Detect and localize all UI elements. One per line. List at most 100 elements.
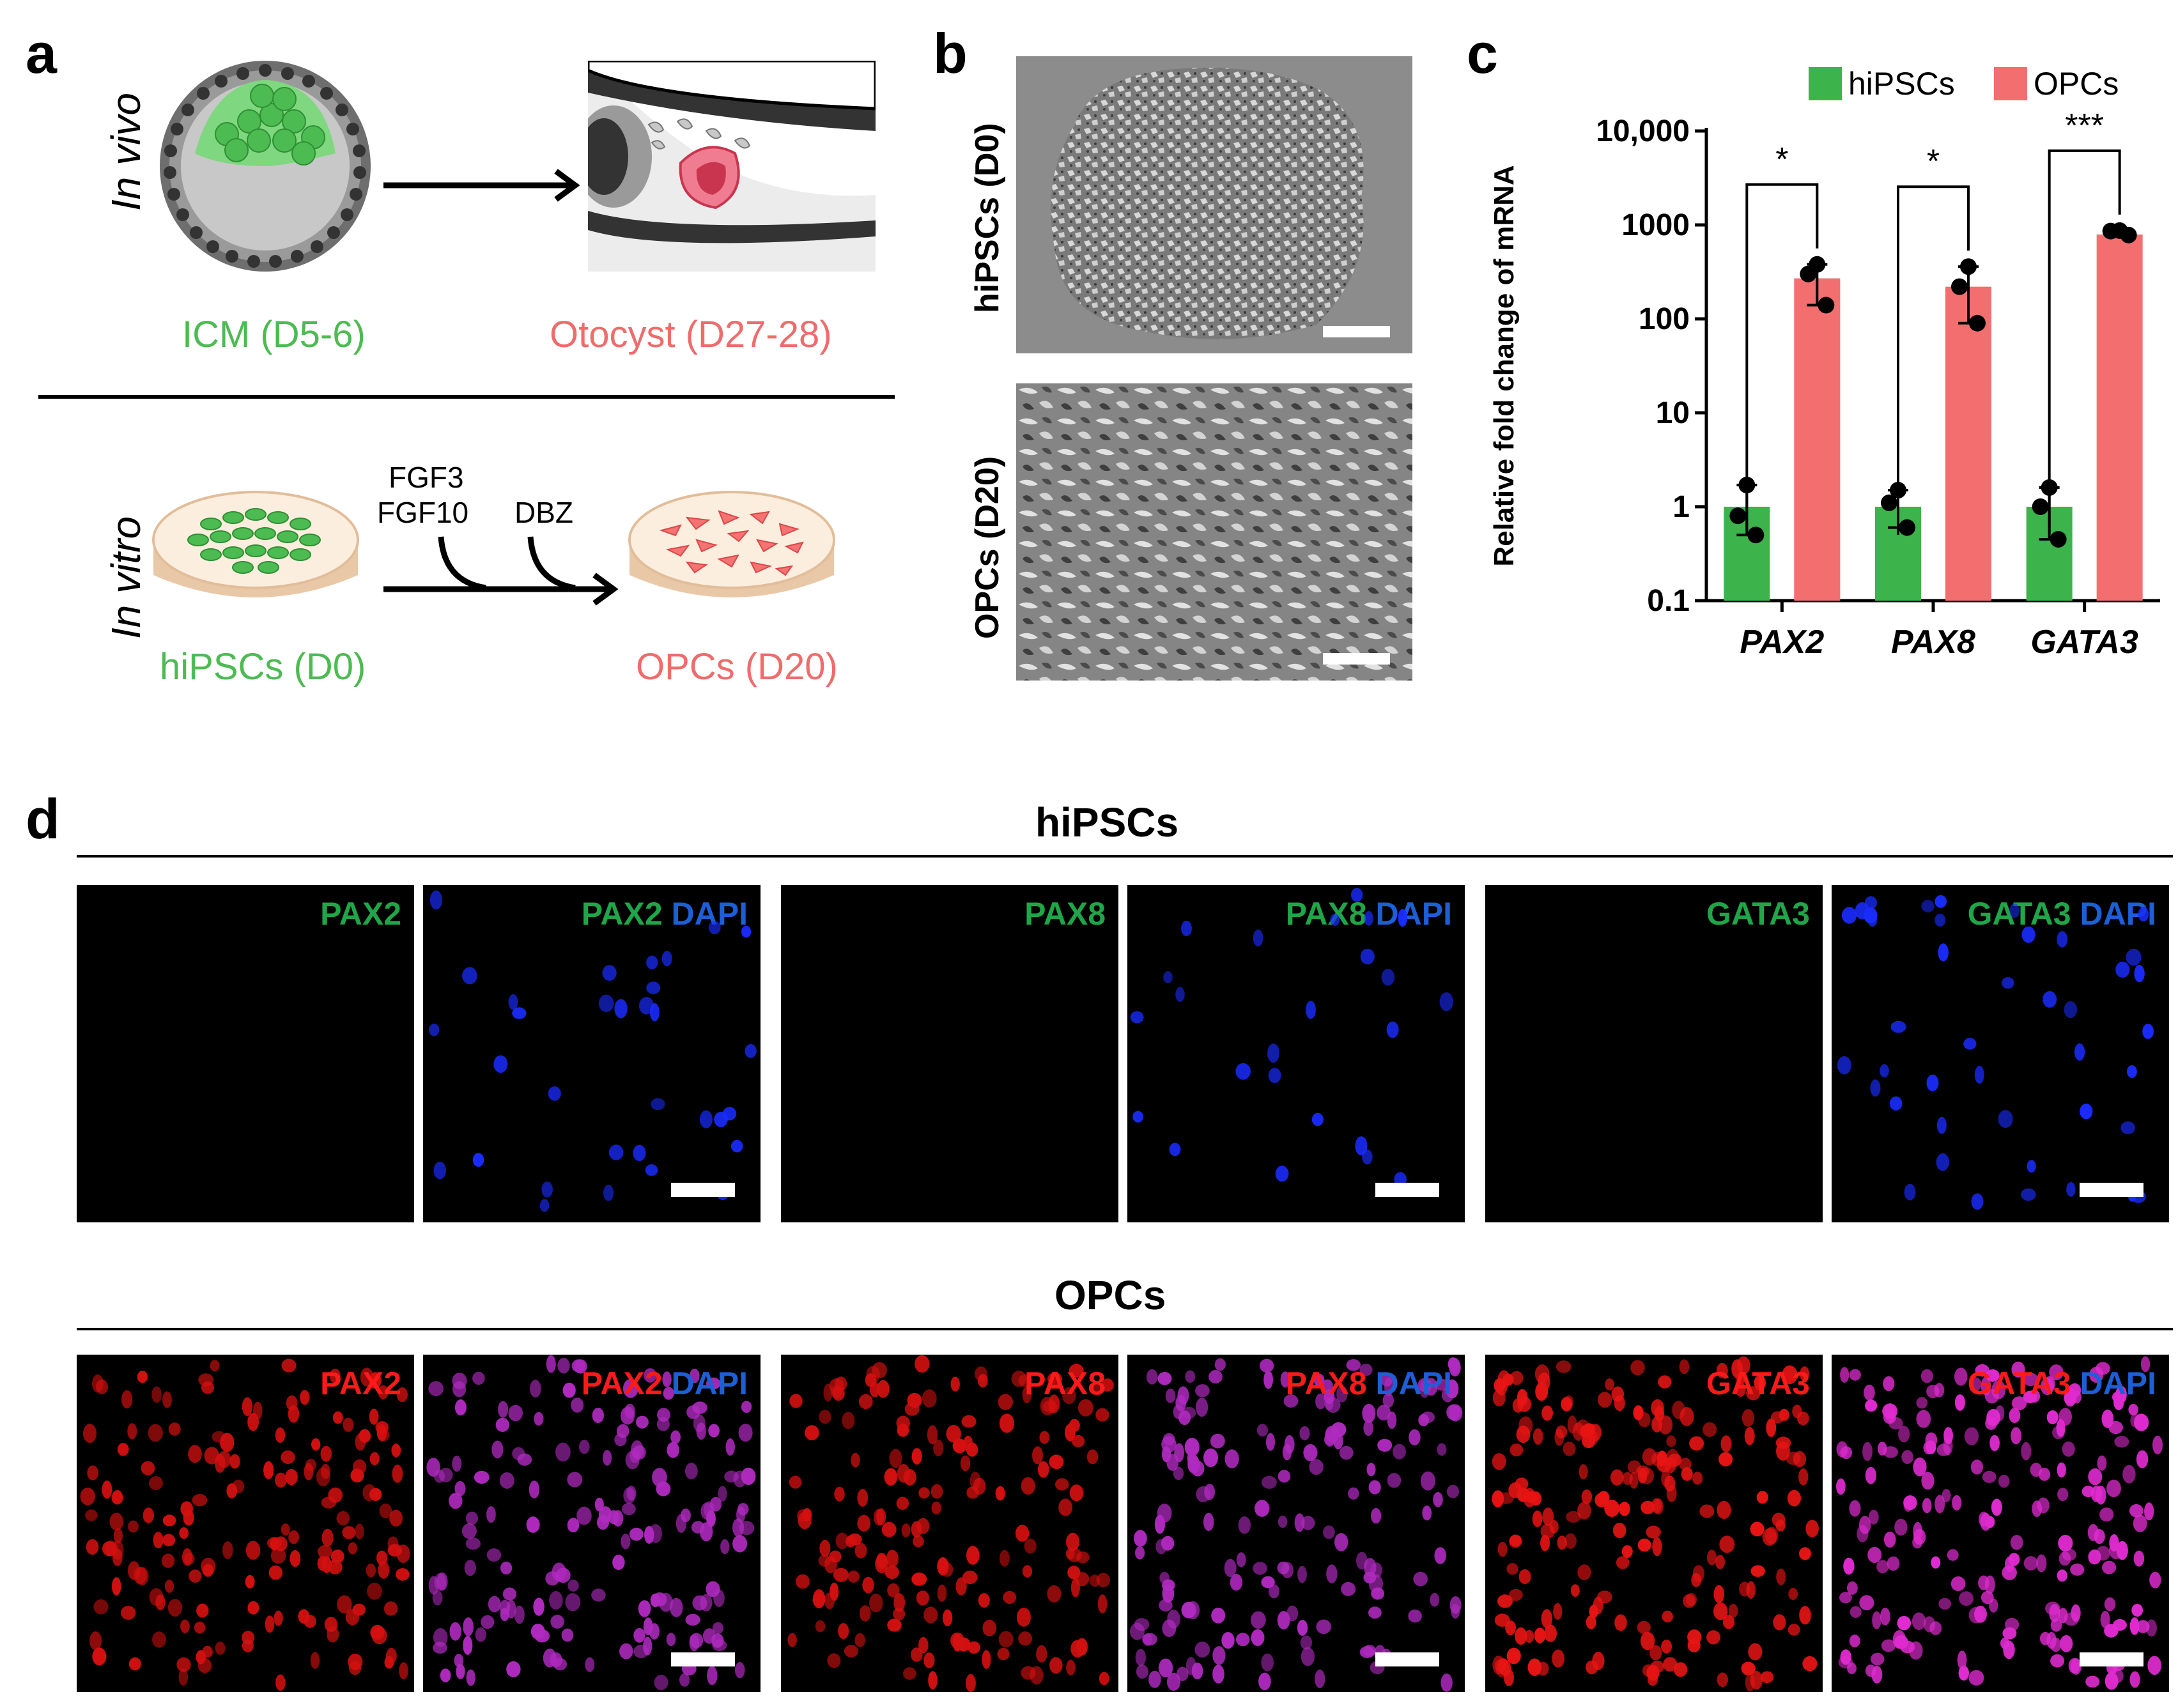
nucleus bbox=[1728, 1604, 1738, 1618]
nucleus bbox=[622, 1379, 638, 1398]
data-point bbox=[2120, 226, 2137, 243]
nucleus bbox=[379, 1504, 392, 1519]
nucleus bbox=[1553, 1603, 1563, 1620]
nucleus bbox=[1936, 1153, 1949, 1171]
nucleus bbox=[1870, 1079, 1881, 1097]
nucleus bbox=[1864, 907, 1878, 924]
nucleus bbox=[1387, 1473, 1402, 1488]
nucleus bbox=[884, 1468, 898, 1486]
nucleus bbox=[1331, 1422, 1347, 1438]
divider-line bbox=[38, 395, 895, 399]
nucleus bbox=[1280, 1371, 1290, 1388]
nucleus bbox=[1351, 888, 1363, 902]
nucleus bbox=[1649, 1645, 1662, 1661]
legend-label: hiPSCs bbox=[1848, 66, 1955, 102]
nucleus bbox=[366, 1563, 376, 1578]
nucleus bbox=[1836, 1478, 1846, 1495]
nucleus bbox=[1666, 1435, 1676, 1447]
nucleus bbox=[1049, 1657, 1063, 1674]
nucleus bbox=[2131, 1604, 2143, 1617]
nucleus bbox=[1580, 1425, 1589, 1438]
y-tick-label: 100 bbox=[1639, 302, 1690, 336]
nucleus bbox=[1720, 1435, 1732, 1452]
nucleus bbox=[2129, 1504, 2143, 1518]
nucleus bbox=[475, 1627, 486, 1642]
nucleus bbox=[1614, 1614, 1627, 1631]
nucleus bbox=[290, 1550, 301, 1567]
nucleus bbox=[549, 1591, 563, 1610]
nucleus bbox=[179, 1527, 189, 1539]
nucleus bbox=[561, 1628, 574, 1642]
nucleus bbox=[708, 921, 721, 934]
hipscs-row-title: hiPSCs bbox=[1035, 799, 1179, 845]
nucleus bbox=[2027, 1160, 2036, 1173]
nucleus bbox=[876, 1553, 888, 1569]
nucleus bbox=[1943, 1427, 1953, 1445]
nucleus bbox=[937, 1557, 949, 1576]
nucleus bbox=[92, 1647, 107, 1666]
nucleus bbox=[1717, 1672, 1729, 1687]
nucleus bbox=[1368, 1574, 1383, 1594]
nucleus bbox=[1070, 1640, 1085, 1658]
nucleus bbox=[646, 955, 658, 970]
nucleus bbox=[320, 1445, 332, 1462]
nucleus bbox=[1449, 1359, 1461, 1377]
nucleus bbox=[649, 1623, 660, 1640]
nucleus bbox=[1974, 1065, 1984, 1084]
nucleus bbox=[1642, 1448, 1657, 1466]
significance-bracket bbox=[1745, 183, 1819, 530]
nucleus bbox=[2002, 977, 2014, 989]
nucleus bbox=[1920, 1369, 1933, 1383]
nucleus bbox=[1381, 969, 1395, 986]
nucleus bbox=[204, 1447, 220, 1465]
nucleus bbox=[1032, 1446, 1043, 1465]
nucleus bbox=[2039, 1631, 2051, 1645]
nucleus bbox=[93, 1599, 109, 1615]
legend-swatch bbox=[1994, 67, 2027, 100]
nucleus bbox=[1750, 1565, 1765, 1577]
nucleus bbox=[141, 1461, 155, 1475]
nucleus bbox=[1935, 1495, 1945, 1514]
nucleus bbox=[631, 1440, 644, 1459]
nucleus bbox=[2089, 1367, 2104, 1383]
opcs-row-rule bbox=[77, 1328, 2173, 1330]
nucleus bbox=[819, 1539, 831, 1557]
nucleus bbox=[1776, 1568, 1786, 1585]
nucleus bbox=[2023, 1373, 2039, 1387]
nuclei-pattern bbox=[80, 1358, 410, 1691]
nucleus bbox=[1527, 1658, 1541, 1676]
nucleus bbox=[1130, 1011, 1144, 1024]
blastocyst-illustration bbox=[160, 61, 371, 272]
nucleus bbox=[2147, 1656, 2161, 1675]
marker-label: GATA3 bbox=[1706, 1366, 1810, 1401]
marker-label: PAX8 bbox=[1024, 896, 1106, 932]
nucleus bbox=[1069, 1484, 1084, 1502]
nucleus bbox=[1210, 1433, 1225, 1449]
nucleus bbox=[321, 1528, 334, 1547]
nucleus bbox=[685, 1613, 700, 1626]
nucleus bbox=[1610, 1469, 1624, 1486]
nucleus bbox=[966, 1546, 980, 1565]
nucleus bbox=[1086, 1449, 1099, 1465]
nucleus bbox=[1865, 1466, 1876, 1484]
nucleus bbox=[1422, 1505, 1432, 1521]
nucleus bbox=[1159, 1599, 1173, 1612]
nucleus bbox=[638, 1600, 651, 1617]
nucleus bbox=[1169, 1143, 1181, 1157]
nucleus bbox=[2085, 1675, 2100, 1688]
nucleus bbox=[966, 1673, 976, 1692]
nucleus bbox=[2134, 965, 2145, 983]
nucleus bbox=[1532, 1511, 1543, 1527]
nucleus bbox=[1556, 1360, 1572, 1373]
nucleus bbox=[1000, 1550, 1010, 1567]
nucleus bbox=[288, 1530, 299, 1544]
nucleus bbox=[835, 1532, 849, 1550]
nucleus bbox=[1162, 1584, 1175, 1603]
nucleus bbox=[1251, 1611, 1266, 1629]
nucleus bbox=[718, 1486, 727, 1502]
nucleus bbox=[911, 1647, 923, 1662]
nucleus bbox=[461, 1523, 477, 1539]
nucleus bbox=[621, 1534, 631, 1550]
nucleus bbox=[1230, 1574, 1243, 1591]
nucleus bbox=[1346, 1359, 1361, 1371]
